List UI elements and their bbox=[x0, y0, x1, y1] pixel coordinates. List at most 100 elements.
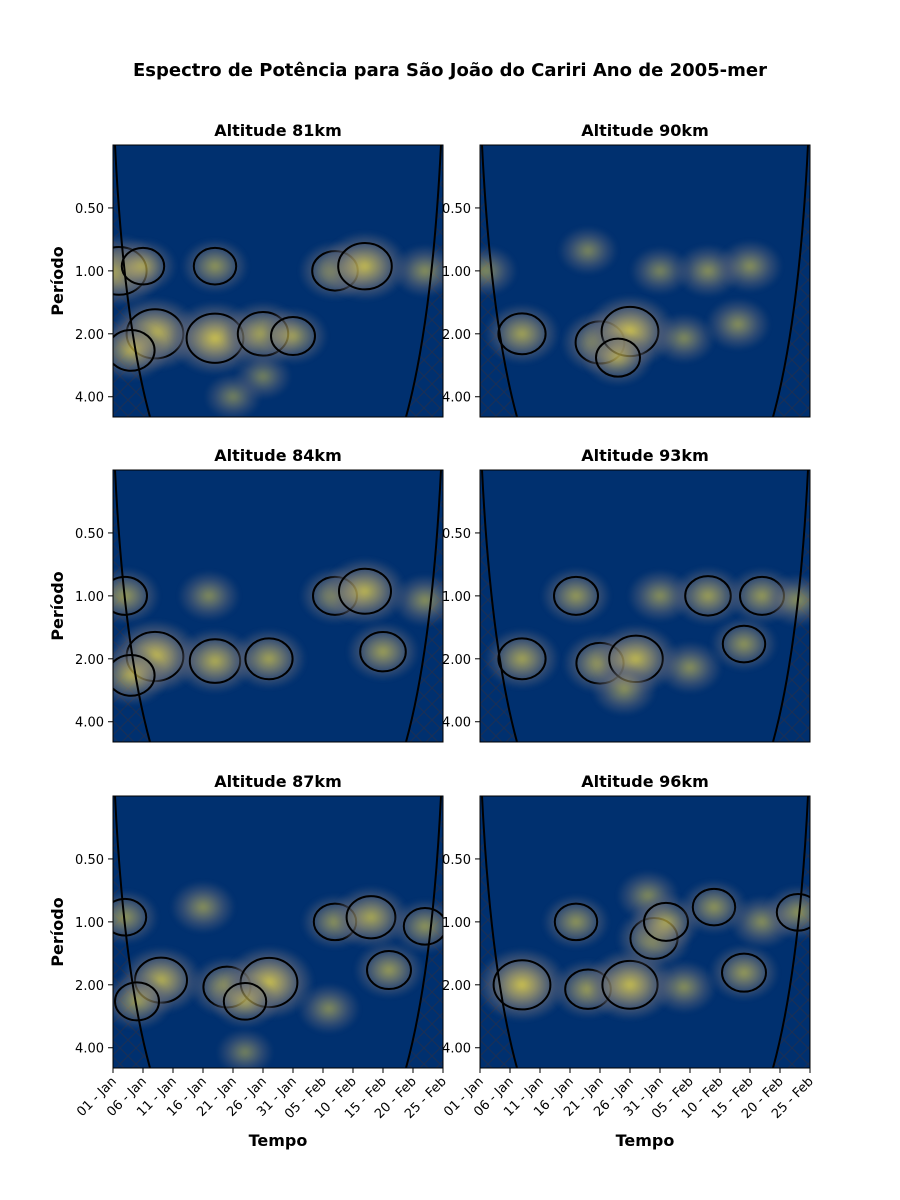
cone-of-influence-right bbox=[773, 145, 810, 417]
y-tick-label: 4.00 bbox=[442, 1042, 471, 1057]
power-blob bbox=[484, 303, 560, 365]
power-blob bbox=[557, 226, 619, 275]
panel-frame bbox=[479, 469, 811, 743]
y-tick-label: 2.00 bbox=[442, 653, 471, 668]
power-blob bbox=[705, 297, 771, 351]
significance-contour bbox=[497, 312, 547, 356]
y-tick-label: 1.00 bbox=[75, 916, 104, 931]
coi-line-left bbox=[481, 796, 518, 1068]
significance-contour bbox=[492, 959, 552, 1011]
coi-line-left bbox=[114, 796, 151, 1068]
panel-title: Altitude 93km bbox=[581, 446, 709, 465]
power-blob bbox=[231, 628, 307, 690]
power-blob bbox=[113, 889, 159, 945]
x-axis-label: Tempo bbox=[616, 1131, 675, 1150]
significance-contour bbox=[113, 653, 156, 697]
panel-altitude-0: Altitude 81km 0.50 1.00 2.00 4.00 Período bbox=[48, 121, 444, 418]
power-blob bbox=[174, 628, 256, 694]
significance-contour bbox=[338, 567, 392, 615]
panel-title: Altitude 96km bbox=[581, 772, 709, 791]
panel-title: Altitude 90km bbox=[581, 121, 709, 140]
power-blob bbox=[652, 312, 716, 364]
significance-contour bbox=[553, 902, 599, 942]
power-blob bbox=[717, 239, 783, 293]
y-tick-label: 2.00 bbox=[75, 979, 104, 994]
power-blob bbox=[204, 373, 262, 417]
significance-contour bbox=[120, 246, 166, 286]
panel-title: Altitude 81km bbox=[214, 121, 342, 140]
power-blob bbox=[353, 941, 425, 999]
coi-line-right bbox=[405, 796, 442, 1068]
power-blob bbox=[657, 641, 723, 694]
coi-line-right bbox=[405, 470, 442, 742]
cone-of-influence-right bbox=[406, 145, 443, 417]
y-tick-label: 0.50 bbox=[442, 527, 471, 542]
coi-line-right bbox=[405, 145, 442, 417]
y-tick-label: 4.00 bbox=[75, 391, 104, 406]
significance-contour bbox=[366, 950, 412, 991]
panel-frame bbox=[479, 795, 811, 1069]
panel-frame bbox=[479, 144, 811, 418]
coi-line-right bbox=[772, 796, 809, 1068]
significance-contour bbox=[595, 337, 641, 378]
panel-altitude-3: Altitude 93km 0.50 1.00 2.00 4.00 bbox=[442, 446, 811, 743]
significance-contour bbox=[114, 981, 160, 1022]
y-tick-label: 2.00 bbox=[75, 328, 104, 343]
power-blob bbox=[484, 628, 560, 690]
y-axis-label: Período bbox=[48, 897, 67, 966]
power-blob bbox=[181, 238, 249, 294]
power-blob bbox=[113, 319, 169, 381]
coi-line-left bbox=[114, 470, 151, 742]
panel-altitude-2: Altitude 84km 0.50 1.00 2.00 4.00 Período bbox=[48, 446, 444, 743]
significance-contour bbox=[270, 316, 316, 357]
panel-title: Altitude 84km bbox=[214, 446, 342, 465]
power-blob bbox=[346, 622, 420, 682]
cone-of-influence-right bbox=[406, 470, 443, 742]
panel-title: Altitude 87km bbox=[214, 772, 342, 791]
power-blob bbox=[542, 894, 610, 950]
power-blob bbox=[211, 973, 279, 1029]
power-blob bbox=[113, 567, 161, 625]
power-blob bbox=[582, 329, 654, 387]
power-blob bbox=[177, 570, 241, 622]
power-blob bbox=[710, 616, 778, 672]
power-blob bbox=[323, 557, 407, 625]
y-tick-label: 1.00 bbox=[442, 590, 471, 605]
coi-line-left bbox=[481, 470, 518, 742]
significance-contour bbox=[113, 328, 156, 372]
y-tick-label: 2.00 bbox=[442, 979, 471, 994]
x-axis-label: Tempo bbox=[249, 1131, 308, 1150]
significance-contour bbox=[337, 242, 393, 291]
y-tick-label: 1.00 bbox=[75, 265, 104, 280]
panel-frame bbox=[112, 144, 444, 418]
coi-line-left bbox=[114, 145, 151, 417]
significance-contour bbox=[113, 897, 148, 937]
power-blob bbox=[113, 644, 169, 706]
significance-contour bbox=[721, 952, 767, 993]
significance-contour bbox=[721, 624, 767, 664]
significance-contour bbox=[244, 637, 294, 681]
panel-frame bbox=[112, 795, 444, 1069]
power-blob bbox=[113, 972, 173, 1030]
y-tick-label: 4.00 bbox=[442, 391, 471, 406]
y-tick-label: 1.00 bbox=[442, 265, 471, 280]
y-axis-label: Período bbox=[48, 246, 67, 315]
power-blob bbox=[216, 1028, 274, 1068]
y-tick-label: 1.00 bbox=[442, 916, 471, 931]
figure-title: Espectro de Potência para São João do Ca… bbox=[133, 60, 767, 81]
y-axis-label: Período bbox=[48, 571, 67, 640]
power-blob bbox=[297, 983, 361, 1034]
panel-grid: Altitude 81km0.501.002.004.00PeríodoAlti… bbox=[48, 121, 817, 1150]
y-tick-label: 2.00 bbox=[442, 328, 471, 343]
panel-frame bbox=[112, 469, 444, 743]
significance-contour bbox=[222, 982, 268, 1021]
coi-line-right bbox=[772, 145, 809, 417]
power-blob bbox=[671, 566, 745, 626]
power-blob bbox=[170, 880, 236, 934]
power-blob bbox=[540, 567, 612, 625]
y-tick-label: 0.50 bbox=[442, 202, 471, 217]
power-blob bbox=[591, 662, 657, 716]
significance-contour bbox=[402, 907, 443, 946]
